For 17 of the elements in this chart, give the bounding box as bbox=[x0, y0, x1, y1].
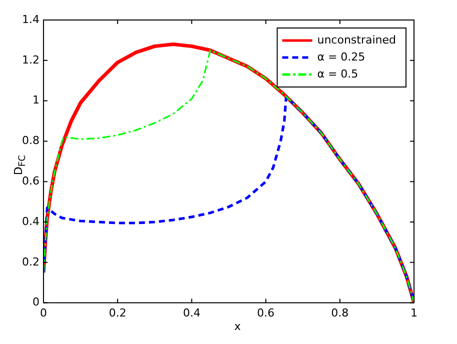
x-tick-label: 0.2 bbox=[108, 306, 126, 320]
x-axis-title: x bbox=[233, 320, 242, 333]
y-tick-label: 0 bbox=[32, 296, 40, 309]
legend-label: unconstrained bbox=[317, 33, 396, 46]
legend-label: α = 0.5 bbox=[317, 67, 358, 80]
x-tick-label: 1 bbox=[410, 306, 418, 320]
x-tick-label: 0.6 bbox=[257, 306, 275, 320]
y-tick-label: 1 bbox=[32, 94, 40, 107]
x-tick-label: 0.8 bbox=[331, 306, 349, 320]
legend-label: α = 0.25 bbox=[317, 50, 366, 64]
y-tick-label: 0.8 bbox=[22, 134, 40, 148]
y-tick-label: 1.2 bbox=[22, 53, 40, 66]
y-tick-label: 0.2 bbox=[22, 255, 40, 268]
y-tick-label: 1.4 bbox=[22, 12, 40, 26]
x-tick-label: 0.4 bbox=[182, 306, 200, 320]
y-tick-label: 0.6 bbox=[22, 174, 40, 188]
y-tick-label: 0.4 bbox=[22, 214, 40, 228]
